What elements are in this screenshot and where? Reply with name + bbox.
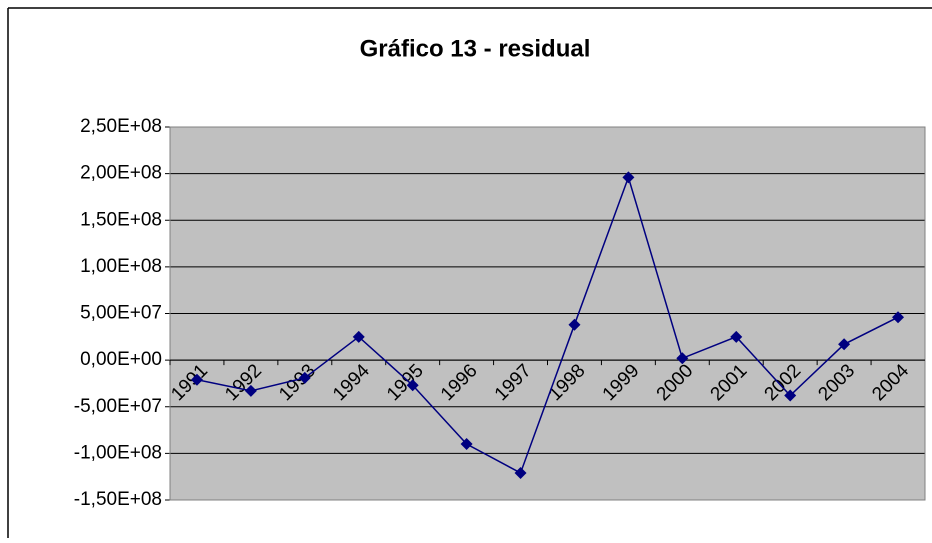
y-tick-label: -5,00E+07 <box>74 396 162 417</box>
data-point <box>730 330 743 343</box>
y-tick-label: -1,00E+08 <box>74 442 162 463</box>
series-line <box>196 174 899 475</box>
data-point <box>514 466 527 479</box>
y-tick-label: 2,00E+08 <box>80 163 162 184</box>
data-point <box>406 379 419 392</box>
data-point <box>244 384 257 397</box>
data-point <box>838 338 851 351</box>
data-point <box>622 171 635 184</box>
y-tick-label: 0,00E+00 <box>80 349 162 370</box>
data-point <box>784 389 797 402</box>
y-tick-label: 5,00E+07 <box>80 303 162 324</box>
data-point <box>460 438 473 451</box>
plot-border <box>169 126 926 501</box>
data-point <box>190 373 203 386</box>
data-point <box>892 311 905 324</box>
plot-area: -1,50E+08 -1,00E+08 -5,00E+07 0,00E+00 5,00E… <box>74 116 926 510</box>
data-point <box>298 371 311 384</box>
data-point <box>352 330 365 343</box>
y-tick-label: 1,50E+08 <box>80 209 162 230</box>
y-tick-label: 1,00E+08 <box>80 256 162 277</box>
data-point <box>568 318 581 331</box>
data-point <box>676 352 689 365</box>
chart-title: Gráfico 13 - residual <box>360 35 591 62</box>
y-tick-label: 2,50E+08 <box>80 116 162 137</box>
y-tick-label: -1,50E+08 <box>74 489 162 510</box>
